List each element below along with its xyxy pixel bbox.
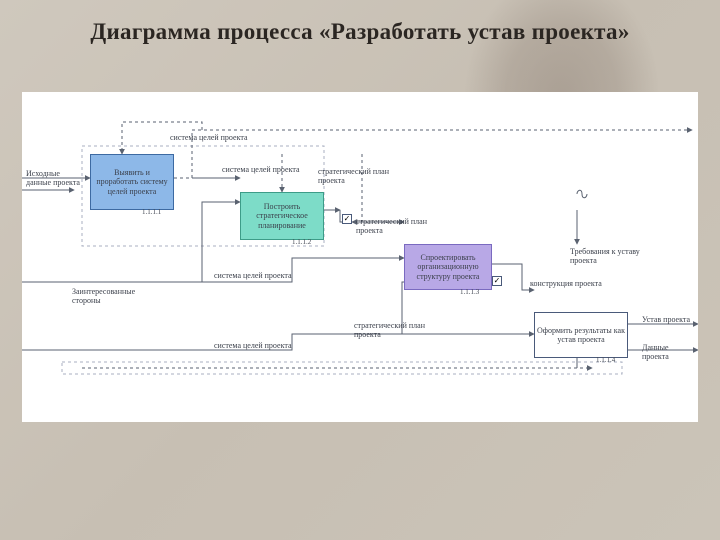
diagram-canvas: Выявить и проработать систему целей прое… (22, 92, 698, 422)
process-box-n4: Оформить результаты как устав проекта (534, 312, 628, 358)
node-code: 1.1.1.2 (292, 238, 311, 246)
flow-label: стратегический план проекта (318, 168, 394, 186)
connector (577, 190, 587, 198)
process-box-n2: Построить стратегическое планирование (240, 192, 324, 240)
node-code: 1.1.1.4 (596, 356, 615, 364)
process-box-n3: Спроектировать организационную структуру… (404, 244, 492, 290)
check-icon: ✓ (492, 276, 502, 286)
connector (22, 202, 240, 282)
page-title: Диаграмма процесса «Разработать устав пр… (0, 18, 720, 47)
flow-label: система целей проекта (170, 134, 250, 143)
flow-label: стратегический план проекта (354, 322, 438, 340)
flow-label: Исходные данные проекта (26, 170, 86, 188)
flow-label: система целей проекта (214, 342, 298, 351)
node-code: 1.1.1.1 (142, 208, 161, 216)
node-code: 1.1.1.3 (460, 288, 479, 296)
flow-label: система целей проекта (222, 166, 302, 175)
flow-label: Заинтересованные стороны (72, 288, 148, 306)
flow-label: Требования к уставу проекта (570, 248, 650, 266)
check-icon: ✓ (342, 214, 352, 224)
flow-label: Данные проекта (642, 344, 694, 362)
process-box-n1: Выявить и проработать систему целей прое… (90, 154, 174, 210)
connector (352, 154, 362, 222)
flow-label: Устав проекта (642, 316, 694, 325)
flow-label: конструкция проекта (530, 280, 602, 289)
flow-label: стратегический план проекта (356, 218, 440, 236)
flow-label: система целей проекта (214, 272, 298, 281)
